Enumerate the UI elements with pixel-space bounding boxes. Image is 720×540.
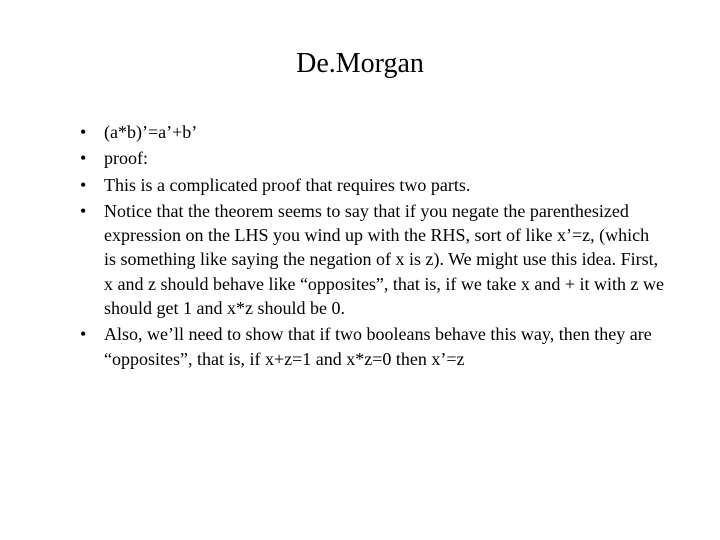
bullet-list: (a*b)’=a’+b’ proof: This is a complicate…: [56, 120, 664, 371]
list-item: (a*b)’=a’+b’: [80, 120, 664, 144]
list-item: This is a complicated proof that require…: [80, 173, 664, 197]
slide-title: De.Morgan: [56, 48, 664, 80]
list-item: proof:: [80, 146, 664, 170]
list-item: Notice that the theorem seems to say tha…: [80, 199, 664, 320]
list-item: Also, we’ll need to show that if two boo…: [80, 322, 664, 371]
